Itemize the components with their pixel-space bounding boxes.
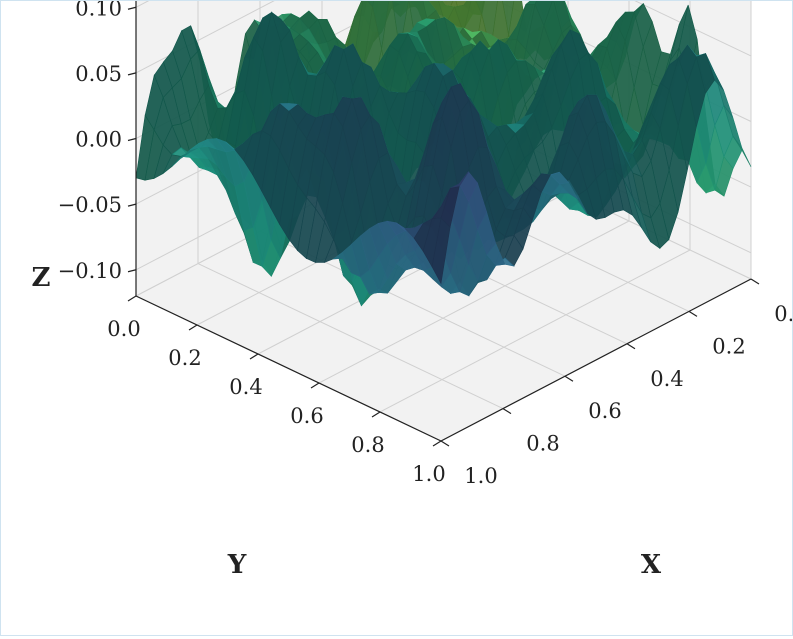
y-tick-mark [127, 295, 137, 302]
grid-line-x-floor [197, 263, 504, 410]
x-tick-mark [626, 343, 636, 350]
z-tick-mark [127, 269, 137, 273]
y-tick-label: 0.6 [290, 404, 323, 428]
x-tick-mark [502, 408, 512, 415]
y-tick-mark [371, 411, 381, 418]
z-tick-label: 0.10 [75, 1, 122, 20]
z-tick-mark [127, 203, 137, 207]
x-tick-label: 0.8 [526, 432, 559, 456]
x-tick-label: 0.0 [774, 302, 792, 326]
x-tick-mark [688, 310, 698, 317]
x-tick-label: 0.6 [588, 399, 621, 423]
y-axis-line [135, 295, 442, 442]
y-tick-mark [188, 324, 198, 331]
tick-labels: 0.0 0.2 0.4 0.6 0.8 1.0 0.0 0.2 0.4 0.6 0.8 1.0 −0.1… [58, 0, 793, 488]
y-tick-label: 0.2 [168, 346, 201, 370]
y-tick-mark [310, 382, 320, 389]
y-tick-label: 0.0 [107, 317, 140, 341]
z-tick-label: 0.05 [75, 62, 122, 86]
y-tick-mark [432, 440, 442, 447]
z-tick-mark [127, 6, 137, 10]
z-tick-mark [127, 72, 137, 76]
z-tick-label: −0.05 [58, 193, 122, 217]
surface-facet [431, 217, 451, 285]
grid-line-y-floor [318, 220, 630, 384]
x-tick-label: 1.0 [464, 464, 497, 488]
x-tick-mark [440, 440, 450, 447]
x-tick-mark [750, 278, 760, 285]
grid-line-z [135, 0, 752, 74]
grid-line-y-floor [379, 249, 691, 413]
x-axis-line [440, 278, 752, 442]
x-tick-label: 0.2 [712, 334, 745, 358]
z-tick-mark [127, 137, 137, 142]
z-axis-label: Z [32, 263, 51, 293]
y-tick-label: 0.8 [351, 433, 384, 457]
x-tick-label: 0.4 [650, 367, 683, 391]
z-tick-label: 0.00 [75, 128, 122, 152]
x-axis-label: X [641, 550, 662, 580]
y-tick-label: 0.4 [229, 375, 262, 399]
y-tick-label: 1.0 [412, 462, 445, 486]
y-tick-mark [249, 353, 259, 360]
surface-plot [135, 0, 752, 307]
x-tick-mark [564, 375, 574, 382]
y-axis-label: Y [227, 550, 247, 580]
z-tick-label: −0.10 [58, 259, 122, 283]
